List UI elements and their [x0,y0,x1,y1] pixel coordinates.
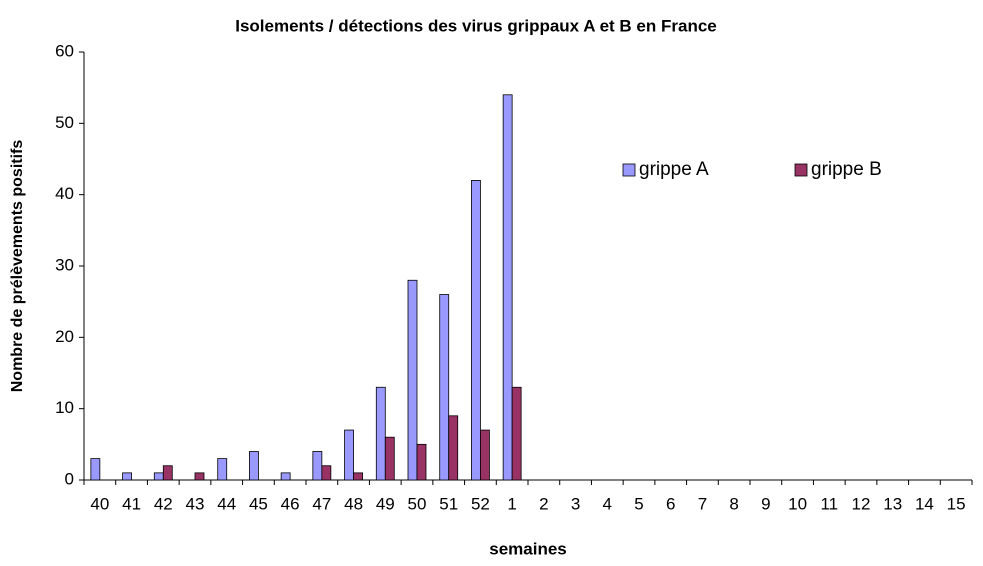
legend-swatch [622,163,636,177]
legend-label: grippe B [811,159,882,180]
bar [384,436,395,481]
x-tick-label: 7 [698,494,707,513]
bar [162,465,173,481]
x-tick-label: 12 [852,494,871,513]
x-tick-label: 47 [312,494,331,513]
bar [217,458,228,481]
chart-title: Isolements / détections des virus grippa… [235,16,717,35]
x-tick-label: 48 [344,494,363,513]
bar [353,472,363,481]
x-tick-label: 11 [820,494,838,513]
x-tick-label: 51 [439,494,458,513]
x-tick-label: 4 [603,494,612,513]
bar [416,443,427,481]
bar [511,386,522,481]
x-tick-label: 8 [729,494,738,513]
x-axis-label: semaines [489,539,567,558]
x-tick-label: 14 [915,494,934,513]
y-tick-label: 20 [55,327,74,346]
bar [249,451,259,481]
bar [122,472,132,481]
x-tick-label: 6 [666,494,675,513]
bar [280,472,291,481]
y-tick-label: 10 [55,398,74,417]
y-tick-label: 30 [55,255,74,274]
x-tick-label: 45 [249,494,268,513]
bar [439,294,450,481]
y-tick-label: 60 [55,41,74,60]
x-tick-label: 10 [788,494,807,513]
x-tick-label: 42 [154,494,173,513]
x-tick-label: 13 [883,494,902,513]
bar [480,429,490,481]
y-tick-label: 0 [65,469,74,488]
x-tick-label: 50 [408,494,427,513]
bar [471,179,481,481]
y-axis-label: Nombre de prélèvements positifs [9,140,26,393]
bar [407,279,418,481]
x-tick-label: 15 [947,494,966,513]
bar [375,386,386,481]
x-tick-label: 9 [761,494,770,513]
x-tick-label: 40 [90,494,109,513]
legend-swatch [794,163,808,177]
x-tick-label: 5 [634,494,643,513]
legend-label: grippe A [639,159,709,180]
bar [344,429,354,481]
bar [502,94,513,481]
bar [321,465,332,481]
bar [90,458,101,481]
y-tick-label: 50 [55,113,74,132]
bar [448,415,459,481]
x-tick-label: 52 [471,494,490,513]
x-tick-label: 1 [507,494,516,513]
x-tick-label: 46 [281,494,300,513]
x-tick-label: 49 [376,494,395,513]
bar [153,472,164,481]
bar [194,472,205,481]
x-tick-label: 2 [539,494,548,513]
y-tick-label: 40 [55,184,74,203]
x-tick-label: 3 [571,494,580,513]
x-tick-label: 43 [186,494,205,513]
x-tick-label: 44 [217,494,236,513]
x-tick-label: 41 [122,494,141,513]
bar [312,451,323,481]
